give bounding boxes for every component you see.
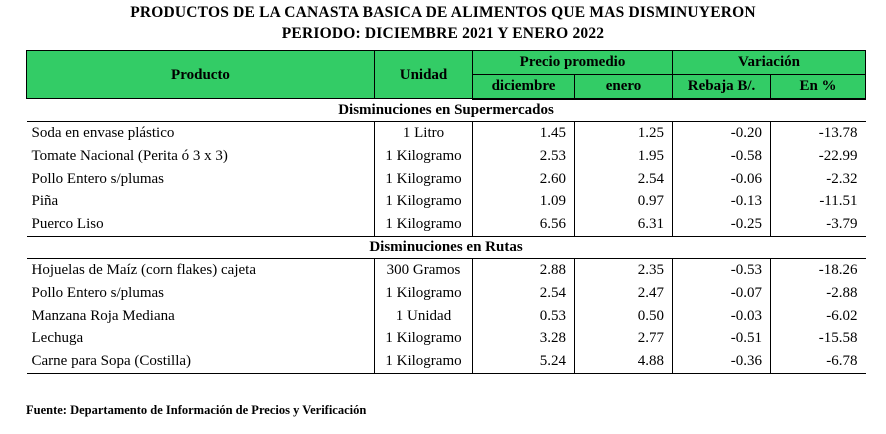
percent-cell: -22.99 bbox=[818, 147, 858, 164]
december-price-cell: 2.53 bbox=[472, 144, 575, 168]
product-cell: Carne para Sopa (Costilla) bbox=[26, 349, 375, 374]
percent-cell: -3.79 bbox=[770, 212, 866, 237]
table-row: Tomate Nacional (Perita ó 3 x 3) 1 Kilogr… bbox=[26, 144, 866, 168]
header-producto: Producto bbox=[26, 49, 375, 100]
percent-cell: -2.32 bbox=[826, 170, 858, 187]
unit-cell: 1 Kilogramo bbox=[374, 212, 473, 237]
january-price-cell: 2.77 bbox=[574, 326, 673, 350]
product-cell: Soda en envase plástico bbox=[26, 121, 375, 145]
percent-cell: -15.58 bbox=[818, 330, 858, 347]
product-cell: Piña bbox=[26, 189, 375, 213]
report-title: PRODUCTOS DE LA CANASTA BASICA DE ALIMEN… bbox=[130, 4, 756, 21]
table-row: Pollo Entero s/plumas 1 Kilogramo 2.54 2.47… bbox=[26, 281, 866, 305]
january-price-cell: 0.50 bbox=[574, 304, 673, 327]
december-price-cell: 1.45 bbox=[472, 121, 575, 145]
product-cell: Pollo Entero s/plumas bbox=[26, 167, 375, 190]
january-price-cell: 1.95 bbox=[574, 144, 673, 168]
unit-cell: 1 Kilogramo bbox=[374, 189, 473, 213]
product-cell: Manzana Roja Mediana bbox=[26, 304, 375, 327]
december-price-cell: 1.09 bbox=[472, 189, 575, 213]
product-cell: Pollo Entero s/plumas bbox=[26, 281, 375, 305]
percent-cell: -6.02 bbox=[826, 307, 858, 324]
table-row: Manzana Roja Mediana 1 Unidad 0.53 0.50 -0.0… bbox=[26, 304, 866, 327]
header-precio-promedio: Precio promedio bbox=[472, 50, 673, 75]
section-heading-row: Disminuciones en Supermercados bbox=[26, 98, 866, 122]
rebate-cell: -0.36 bbox=[672, 349, 771, 374]
product-cell: Hojuelas de Maíz (corn flakes) cajeta bbox=[26, 258, 375, 282]
unit-cell: 1 Kilogramo bbox=[374, 349, 473, 374]
section-title: Disminuciones en Supermercados bbox=[26, 98, 866, 122]
price-table: Producto Unidad Precio promedio Variació… bbox=[26, 49, 867, 374]
section-heading-row: Disminuciones en Rutas bbox=[26, 236, 866, 259]
unit-cell: 1 Kilogramo bbox=[374, 281, 473, 305]
rebate-cell: -0.06 bbox=[672, 167, 771, 190]
percent-cell: -11.51 bbox=[819, 193, 858, 210]
header-en-pct: En % bbox=[769, 73, 867, 100]
header-unidad: Unidad bbox=[374, 49, 473, 100]
rebate-cell: -0.51 bbox=[672, 326, 771, 350]
percent-cell: -6.78 bbox=[770, 349, 866, 374]
table-row: Lechuga 1 Kilogramo 3.28 2.77 -0.51 -15.58 bbox=[26, 326, 866, 350]
december-price-cell: 2.88 bbox=[472, 258, 575, 282]
rebate-cell: -0.25 bbox=[672, 212, 771, 237]
table-row: Piña 1 Kilogramo 1.09 0.97 -0.13 -11.51 bbox=[26, 189, 866, 213]
table-row: Pollo Entero s/plumas 1 Kilogramo 2.60 2.54… bbox=[26, 167, 866, 190]
december-price-cell: 6.56 bbox=[472, 212, 575, 237]
january-price-cell: 0.97 bbox=[574, 189, 673, 213]
unit-cell: 1 Litro bbox=[374, 121, 473, 145]
rebate-cell: -0.13 bbox=[672, 189, 771, 213]
table-row: Soda en envase plástico 1 Litro 1.45 1.25 -0… bbox=[26, 121, 866, 145]
rebate-cell: -0.58 bbox=[672, 144, 771, 168]
percent-cell: -13.78 bbox=[818, 124, 858, 141]
header-variacion: Variación bbox=[671, 50, 867, 75]
table-row: Puerco Liso 1 Kilogramo 6.56 6.31 -0.25 -3.79 bbox=[26, 212, 866, 237]
unit-cell: 1 Kilogramo bbox=[374, 326, 473, 350]
unit-cell: 1 Unidad bbox=[374, 304, 473, 327]
header-enero: enero bbox=[574, 73, 673, 100]
december-price-cell: 3.28 bbox=[472, 326, 575, 350]
rebate-cell: -0.07 bbox=[672, 281, 771, 305]
percent-cell: -2.88 bbox=[826, 284, 858, 301]
header-diciembre: diciembre bbox=[472, 73, 575, 100]
report-period: PERIODO: DICIEMBRE 2021 Y ENERO 2022 bbox=[281, 25, 605, 42]
january-price-cell: 1.25 bbox=[574, 121, 673, 145]
table-row: Carne para Sopa (Costilla) 1 Kilogramo 5.2… bbox=[26, 349, 866, 374]
source-footnote: Fuente: Departamento de Información de P… bbox=[26, 403, 367, 417]
rebate-cell: -0.03 bbox=[672, 304, 771, 327]
unit-cell: 1 Kilogramo bbox=[374, 144, 473, 168]
december-price-cell: 2.54 bbox=[472, 281, 575, 305]
january-price-cell: 6.31 bbox=[574, 212, 673, 237]
december-price-cell: 2.60 bbox=[472, 167, 575, 190]
header-rebaja: Rebaja B/. bbox=[672, 73, 771, 100]
product-cell: Puerco Liso bbox=[26, 212, 375, 237]
december-price-cell: 0.53 bbox=[472, 304, 575, 327]
january-price-cell: 2.47 bbox=[574, 281, 673, 305]
january-price-cell: 2.54 bbox=[574, 167, 673, 190]
table-row: Hojuelas de Maíz (corn flakes) cajeta 300… bbox=[26, 258, 866, 282]
percent-cell: -18.26 bbox=[818, 261, 858, 278]
january-price-cell: 2.35 bbox=[574, 258, 673, 282]
january-price-cell: 4.88 bbox=[574, 349, 673, 374]
section-title: Disminuciones en Rutas bbox=[26, 236, 866, 259]
december-price-cell: 5.24 bbox=[472, 349, 575, 374]
product-cell: Tomate Nacional (Perita ó 3 x 3) bbox=[26, 144, 375, 168]
header-row-1: Producto Unidad Precio promedio Variació… bbox=[26, 49, 867, 100]
unit-cell: 1 Kilogramo bbox=[374, 167, 473, 190]
rebate-cell: -0.53 bbox=[672, 258, 771, 282]
unit-cell: 300 Gramos bbox=[374, 258, 473, 282]
rebate-cell: -0.20 bbox=[672, 121, 771, 145]
header-row-2: diciembre enero Rebaja B/. En % bbox=[27, 73, 867, 100]
product-cell: Lechuga bbox=[26, 326, 375, 350]
